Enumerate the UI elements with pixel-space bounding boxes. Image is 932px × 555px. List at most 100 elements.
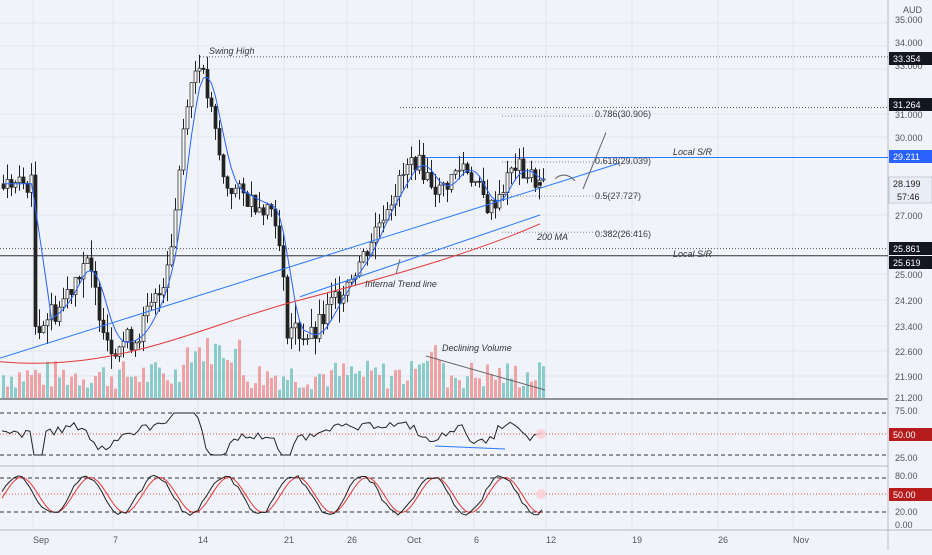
- volume-bar: [234, 348, 237, 398]
- volume-bar: [462, 388, 465, 398]
- volume-bar: [138, 382, 141, 398]
- volume-bar: [86, 387, 89, 398]
- candle-body: [209, 97, 214, 107]
- candle-body: [93, 270, 98, 288]
- volume-bar: [530, 381, 533, 398]
- candle-body: [89, 257, 94, 272]
- candle-body: [201, 67, 206, 70]
- volume-bar: [246, 381, 249, 398]
- candle-body: [129, 329, 134, 351]
- volume-bar: [42, 384, 45, 398]
- volume-bar: [494, 379, 497, 398]
- volume-bar: [62, 369, 65, 398]
- candle-body: [253, 194, 258, 213]
- internal-trendline: [299, 214, 541, 298]
- local-sr-bottom-label: Local S/R: [673, 249, 713, 259]
- price-badge: 33.354: [893, 54, 921, 64]
- badge-bg: [888, 176, 932, 204]
- candle-body: [421, 154, 426, 181]
- candle-body: [445, 182, 450, 190]
- volume-bar: [178, 381, 181, 398]
- volume-bar: [342, 363, 345, 398]
- fib-label: 0.382(26.416): [595, 229, 651, 239]
- volume-bar: [434, 345, 437, 398]
- candle-body: [405, 164, 410, 175]
- projection-arrow: [582, 132, 607, 190]
- ma200-label: 200 MA: [536, 232, 568, 242]
- candle-body: [109, 339, 114, 355]
- candle-body: [137, 341, 142, 344]
- volume-bar: [94, 375, 97, 398]
- fib-label: 0.618(29.039): [595, 156, 651, 166]
- candle-body: [221, 154, 226, 178]
- annotations: Swing High Local S/R Local S/R 200 MA In…: [209, 46, 713, 353]
- volume-bar: [390, 375, 393, 398]
- volume-bar: [210, 364, 213, 398]
- candlesticks: [1, 54, 546, 369]
- volume-bar: [34, 369, 37, 398]
- volume-bar: [6, 386, 9, 398]
- rsi-tick: 75.00: [895, 406, 918, 416]
- local-sr-top-label: Local S/R: [673, 147, 713, 157]
- candle-body: [317, 314, 322, 339]
- volume-bar: [306, 384, 309, 398]
- candle-body: [133, 342, 138, 351]
- candle-body: [101, 319, 106, 334]
- candle-body: [429, 172, 434, 188]
- volume-bar: [50, 386, 53, 398]
- candle-body: [477, 180, 482, 183]
- volume-bar: [302, 387, 305, 398]
- volume-bar: [10, 376, 13, 398]
- price-badge: 25.861: [893, 244, 921, 254]
- volume-bar: [218, 345, 221, 398]
- candle-body: [501, 192, 506, 195]
- volume-bar: [18, 372, 21, 398]
- volume-bar: [478, 378, 481, 398]
- candle-body: [105, 332, 110, 341]
- volume-bar: [518, 387, 521, 398]
- volume-bar: [118, 369, 121, 398]
- volume-bar: [226, 359, 229, 398]
- badge-bg: [889, 428, 932, 441]
- volume-bar: [258, 366, 261, 398]
- osc-badge: 50.00: [893, 430, 916, 440]
- drawings: [0, 132, 621, 391]
- volume-bar: [330, 370, 333, 398]
- volume-bar: [470, 362, 473, 398]
- volume-bar: [474, 377, 477, 398]
- price-tick: 27.000: [895, 211, 923, 221]
- volume-bar: [510, 378, 513, 398]
- candle-body: [333, 291, 338, 298]
- volume-bar: [134, 376, 137, 398]
- volume-bar: [90, 382, 93, 398]
- volume-bar: [498, 368, 501, 398]
- fib-label: 0.786(30.906): [595, 109, 651, 119]
- candle-body: [53, 304, 58, 322]
- volume-bar: [262, 385, 265, 398]
- candle-body: [337, 291, 342, 304]
- volume-bar: [346, 375, 349, 398]
- volume-bar: [74, 373, 77, 398]
- candle-body: [233, 187, 238, 195]
- candle-body: [505, 172, 510, 193]
- price-badge: 31.264: [893, 100, 921, 110]
- volume-bar: [354, 373, 357, 398]
- price-badge: 25.619: [893, 258, 921, 268]
- volume-bar: [430, 352, 433, 398]
- volume-bar: [458, 380, 461, 398]
- volume-bar: [362, 376, 365, 398]
- candle-body: [141, 315, 146, 342]
- osc-badge: 50.00: [893, 490, 916, 500]
- volume-bar: [438, 359, 441, 398]
- fib-label: 0.5(27.727): [595, 191, 641, 201]
- price-tick: 21.900: [895, 372, 923, 382]
- volume-bar: [482, 386, 485, 398]
- volume-bar: [314, 376, 317, 398]
- candle-body: [509, 167, 514, 174]
- support-resistance-levels: [0, 56, 888, 257]
- volume-bar: [418, 364, 421, 398]
- volume-bar: [358, 370, 361, 398]
- price-tick: 24.200: [895, 296, 923, 306]
